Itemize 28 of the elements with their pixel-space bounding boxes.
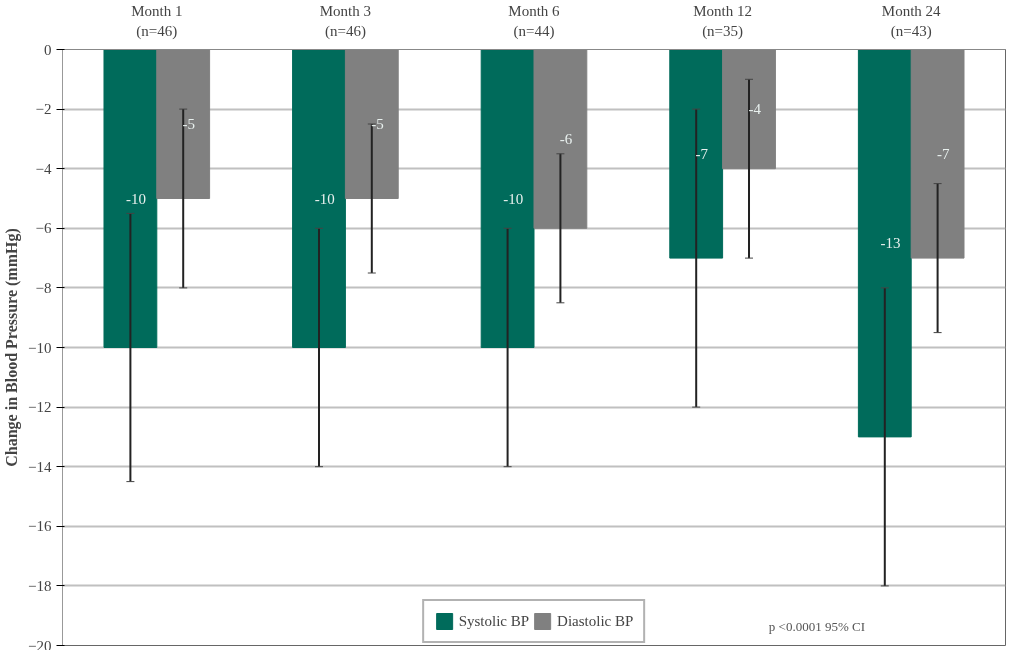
x-tick-label: Month 3 (n=46): [319, 3, 372, 40]
y-axis-title: Change in Blood Pressure (mmHg): [3, 228, 22, 467]
y-tick-label: 0: [44, 41, 52, 58]
y-tick-label: −6: [35, 220, 52, 237]
y-tick-label: −4: [35, 160, 52, 177]
legend-label: Systolic BP: [458, 612, 530, 630]
x-tick-label: Month 1 (n=46): [131, 3, 183, 40]
x-tick-label: Month 12 (n=35): [693, 3, 752, 40]
data-label: -13: [880, 235, 901, 252]
data-label: -5: [371, 116, 384, 132]
data-label: -10: [503, 190, 524, 207]
legend-label: Diastolic BP: [557, 612, 634, 630]
y-tick-label: −12: [28, 399, 52, 416]
y-tick-label: −8: [35, 279, 52, 296]
y-tick-label: −18: [28, 577, 52, 594]
y-tick-label: −14: [28, 458, 52, 475]
x-tick-label: Month 24 (n=43): [881, 3, 942, 40]
y-tick-label: −20: [28, 637, 52, 654]
y-tick-label: −16: [28, 518, 52, 535]
y-tick-label: −10: [28, 339, 52, 356]
data-label: -6: [559, 130, 573, 147]
data-label: -10: [314, 190, 335, 207]
y-tick-label: −2: [35, 101, 52, 118]
annotation: p <0.0001 95% CI: [768, 618, 865, 634]
data-label: -10: [126, 190, 147, 207]
data-label: -7: [695, 145, 709, 162]
x-tick-label: Month 6 (n=44): [508, 3, 561, 40]
data-label: -7: [937, 145, 951, 162]
